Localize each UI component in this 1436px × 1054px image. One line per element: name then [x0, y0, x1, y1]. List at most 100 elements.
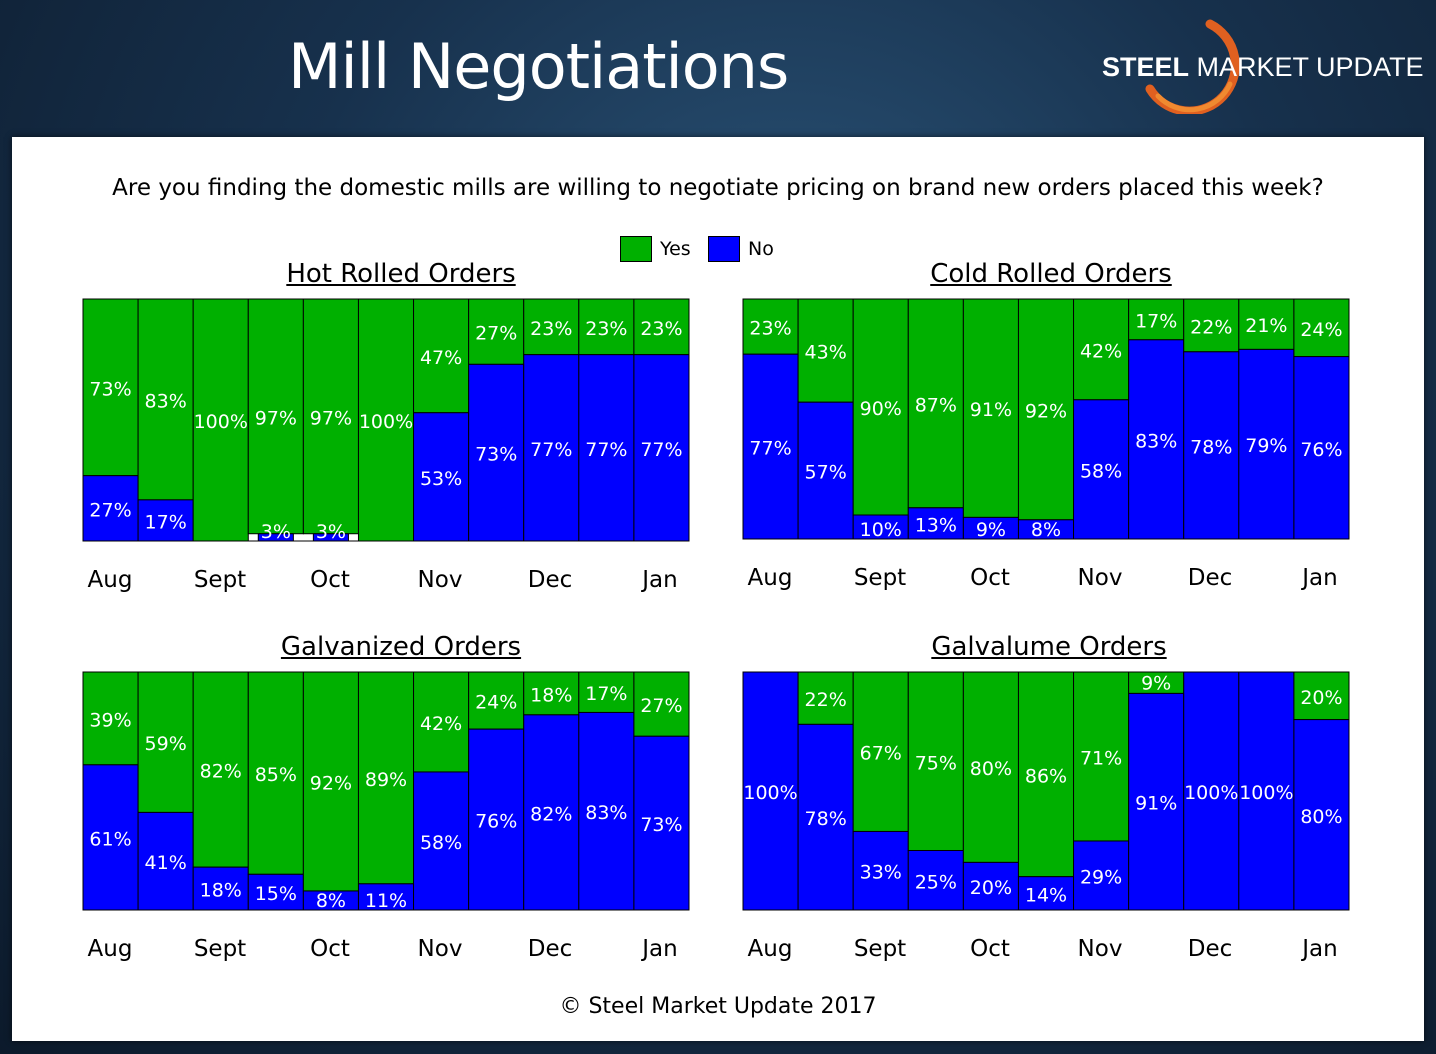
steel-market-update-logo: STEEL MARKET UPDATE [1100, 18, 1430, 118]
bar-label-yes-5: 92% [1025, 400, 1067, 422]
chart-cold-rolled: 23% 77% 43% 57% 90% 10% 87% 13% 91% 9% 92% 8% 42% 58%… [742, 298, 1350, 591]
month-label-oct: Oct [310, 567, 350, 593]
bar-label-no-2: 33% [860, 862, 902, 884]
logo-text: STEEL MARKET UPDATE [1102, 52, 1424, 83]
bar-yes-3 [247, 298, 304, 535]
bar-label-no-0: 77% [749, 438, 791, 460]
bar-label-yes-1: 83% [145, 390, 187, 412]
bar-label-yes-1: 59% [145, 733, 187, 755]
bar-label-no-9: 79% [1245, 435, 1287, 457]
bar-yes-1 [137, 671, 194, 813]
chart-title-cold-rolled: Cold Rolled Orders [930, 259, 1172, 289]
bar-label-yes-7: 9% [1141, 673, 1171, 695]
bar-yes-7 [468, 298, 525, 365]
month-label-oct: Oct [310, 936, 350, 962]
bar-no-7 [468, 363, 525, 542]
bar-label-no-4: 3% [316, 521, 346, 543]
month-label-oct: Oct [970, 936, 1010, 962]
page-title: Mill Negotiations [288, 30, 789, 103]
bar-label-no-10: 77% [640, 439, 682, 461]
bar-label-yes-6: 42% [420, 713, 462, 735]
bar-label-no-6: 58% [1080, 460, 1122, 482]
bar-yes-3 [907, 671, 964, 851]
bar-no-1 [137, 811, 194, 911]
month-label-dec: Dec [528, 936, 573, 962]
bar-label-no-2: 10% [860, 519, 902, 541]
bar-yes-8 [1183, 298, 1240, 353]
bar-yes-8 [523, 298, 580, 356]
bar-no-9 [578, 711, 635, 911]
bar-label-yes-5: 100% [359, 411, 413, 433]
month-label-aug: Aug [748, 565, 793, 591]
bar-label-no-8: 82% [530, 803, 572, 825]
month-label-jan: Jan [640, 936, 677, 962]
month-label-aug: Aug [88, 936, 133, 962]
month-label-dec: Dec [1188, 936, 1233, 962]
bar-label-yes-7: 17% [1135, 310, 1177, 332]
bar-yes-2 [852, 298, 909, 516]
bar-label-no-5: 11% [365, 890, 407, 912]
month-label-sept: Sept [194, 936, 246, 962]
bar-label-no-7: 83% [1135, 430, 1177, 452]
bar-label-yes-10: 23% [640, 318, 682, 340]
bar-label-no-9: 77% [585, 439, 627, 461]
bar-no-10 [1293, 356, 1350, 540]
bar-yes-5 [1017, 298, 1075, 521]
bar-label-yes-1: 22% [805, 689, 847, 711]
logo-bold-text: STEEL [1102, 52, 1190, 82]
bar-no-1 [797, 723, 854, 911]
bar-label-yes-3: 87% [915, 394, 957, 416]
bar-no-8 [523, 354, 580, 542]
bar-yes-5 [357, 298, 415, 542]
month-label-sept: Sept [854, 936, 906, 962]
bar-label-no-3: 3% [261, 521, 291, 543]
bar-yes-4 [962, 671, 1019, 863]
month-label-oct: Oct [970, 565, 1010, 591]
bar-label-yes-10: 20% [1300, 687, 1342, 709]
month-label-nov: Nov [418, 936, 463, 962]
bar-no-9 [578, 354, 635, 542]
bar-no-3 [247, 873, 304, 911]
bar-no-6 [1073, 399, 1130, 540]
bar-yes-5 [1017, 671, 1075, 878]
bar-label-yes-6: 42% [1080, 340, 1122, 362]
bar-label-no-3: 25% [915, 871, 957, 893]
month-label-jan: Jan [1300, 565, 1337, 591]
bar-label-yes-9: 21% [1245, 315, 1287, 337]
bar-label-no-10: 73% [640, 814, 682, 836]
month-label-dec: Dec [528, 567, 573, 593]
bar-label-yes-10: 27% [640, 695, 682, 717]
legend-swatch-no [708, 236, 740, 262]
bar-label-no-8: 78% [1190, 436, 1232, 458]
bar-label-yes-1: 43% [805, 342, 847, 364]
chart-title-galvalume: Galvalume Orders [931, 632, 1167, 662]
bar-yes-1 [137, 298, 194, 501]
plot-border [742, 298, 1350, 540]
survey-question: Are you finding the domestic mills are w… [112, 175, 1324, 201]
month-label-nov: Nov [1078, 936, 1123, 962]
bar-label-yes-3: 85% [255, 764, 297, 786]
bar-no-5 [357, 883, 415, 911]
bar-no-0 [82, 764, 139, 911]
bar-no-10 [633, 354, 690, 542]
bar-label-no-3: 15% [255, 883, 297, 905]
chart-title-hot-rolled: Hot Rolled Orders [286, 259, 516, 289]
bar-label-no-8: 77% [530, 439, 572, 461]
bar-no-8 [523, 714, 580, 911]
month-label-nov: Nov [1078, 565, 1123, 591]
bar-label-yes-0: 23% [749, 318, 791, 340]
bar-no-1 [797, 401, 854, 540]
plot-border [82, 298, 690, 542]
month-label-aug: Aug [748, 936, 793, 962]
bar-label-yes-6: 47% [420, 347, 462, 369]
month-label-sept: Sept [194, 567, 246, 593]
bar-yes-7 [468, 671, 525, 730]
bar-label-yes-3: 75% [915, 752, 957, 774]
bar-no-0 [742, 353, 799, 540]
month-label-jan: Jan [640, 567, 677, 593]
bar-label-yes-8: 18% [530, 684, 572, 706]
bar-label-no-3: 13% [915, 514, 957, 536]
bar-label-no-7: 76% [475, 811, 517, 833]
bar-label-no-9: 100% [1239, 782, 1293, 804]
bar-yes-1 [797, 671, 854, 725]
